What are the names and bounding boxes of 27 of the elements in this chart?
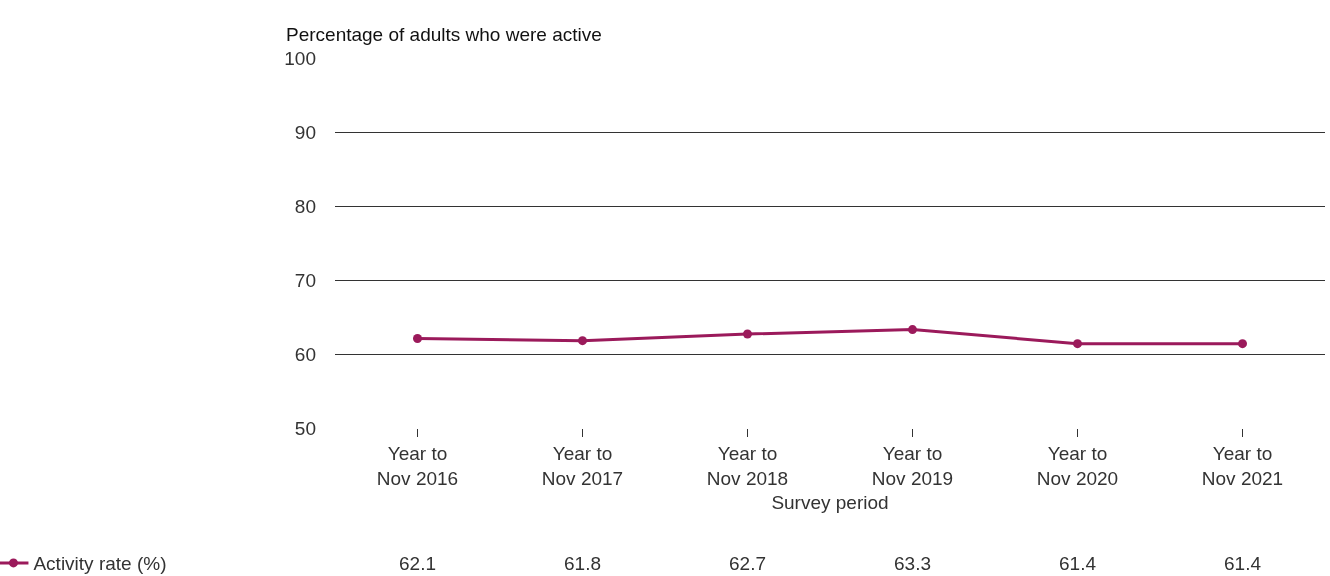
point (1073, 339, 1082, 349)
y-tick-label: 70 (294, 269, 316, 291)
point (413, 333, 422, 343)
point (578, 336, 587, 346)
data-label: 63.3 (894, 553, 931, 574)
x-tick-label: Year to Nov 2019 (871, 442, 954, 489)
x-tick-label: Year to Nov 2021 (1201, 442, 1284, 489)
point (743, 329, 752, 339)
x-tick-label: Year to Nov 2016 (376, 442, 459, 489)
x-tick-label: Year to Nov 2020 (1036, 442, 1119, 489)
data-label: 61.8 (564, 553, 601, 574)
y-axis-title: Percentage of adults who were active (286, 24, 602, 45)
data-label: 62.7 (729, 553, 766, 574)
data-label: 61.4 (1224, 553, 1262, 574)
y-tick-label: 80 (294, 195, 316, 217)
y-tick-label: 60 (294, 343, 316, 365)
x-tick-label: Year to Nov 2018 (706, 442, 789, 489)
point (908, 325, 917, 335)
legend-label: Activity rate (%) (33, 553, 167, 575)
y-tick-label: 100 (284, 47, 316, 69)
data-label: 61.4 (1059, 553, 1097, 574)
y-tick-label: 50 (294, 417, 316, 439)
point (1238, 339, 1247, 349)
x-axis-title: Survey period (771, 492, 889, 514)
y-tick-label: 90 (294, 121, 316, 143)
data-label: 62.1 (399, 553, 436, 574)
x-tick-label: Year to Nov 2017 (541, 442, 624, 489)
